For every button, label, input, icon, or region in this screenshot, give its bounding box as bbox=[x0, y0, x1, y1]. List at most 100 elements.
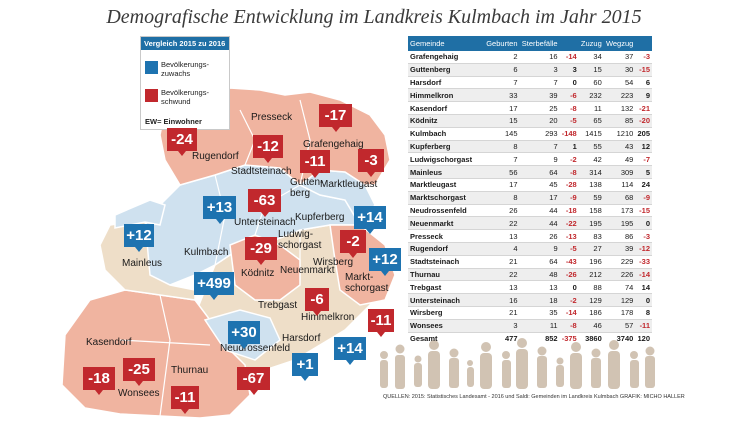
table-row: Neuenmarkt 22 44 -22 195 195 0 bbox=[408, 216, 652, 231]
table-cell: 17 bbox=[484, 178, 520, 192]
table-cell: -18 bbox=[559, 204, 579, 218]
table-cell: 56 bbox=[484, 165, 520, 179]
table-cell: 83 bbox=[578, 229, 604, 243]
table-cell: -2 bbox=[559, 293, 579, 307]
table-cell: -43 bbox=[559, 255, 579, 269]
municipality-name: Presseck bbox=[408, 229, 484, 243]
table-cell: 39 bbox=[519, 88, 560, 103]
table-cell: 26 bbox=[519, 229, 560, 243]
table-cell: 1415 bbox=[578, 127, 604, 141]
table-cell: 60 bbox=[578, 76, 604, 90]
table-cell: 9 bbox=[519, 242, 560, 256]
table-cell: 68 bbox=[603, 191, 636, 205]
municipality-name: Wonsees bbox=[408, 319, 484, 333]
place-label: Grafengehaig bbox=[303, 139, 364, 150]
table-cell: 64 bbox=[519, 255, 560, 269]
table-cell: 114 bbox=[603, 178, 636, 192]
table-cell: 46 bbox=[578, 319, 604, 333]
table-row: Rugendorf 4 9 -5 27 39 -12 bbox=[408, 242, 652, 256]
badge-rugendorf: -24 bbox=[167, 128, 197, 156]
table-row: Untersteinach 16 18 -2 129 129 0 bbox=[408, 293, 652, 307]
municipality-name: Gesamt bbox=[410, 333, 438, 343]
table-cell: 7 bbox=[519, 140, 560, 154]
table-cell: 178 bbox=[603, 306, 636, 320]
table-cell: 129 bbox=[603, 293, 636, 307]
source-note: QUELLEN: 2015: Statistisches Landesamt -… bbox=[383, 394, 685, 400]
place-label: Ködnitz bbox=[241, 268, 275, 279]
badge-guttenberg: -11 bbox=[300, 150, 330, 178]
table-row: Guttenberg 6 3 3 15 30 -15 bbox=[408, 63, 652, 77]
place-label: Presseck bbox=[251, 112, 293, 123]
place-label: Kasendorf bbox=[86, 337, 132, 348]
table-cell: 13 bbox=[484, 280, 520, 295]
table-cell: 13 bbox=[519, 280, 560, 295]
table-cell: -375 bbox=[561, 333, 577, 343]
place-label: Stadtsteinach bbox=[231, 166, 292, 177]
table-cell: 6 bbox=[484, 63, 520, 77]
municipality-name: Marktschorgast bbox=[408, 191, 484, 205]
table-cell: 6 bbox=[635, 76, 652, 90]
column-header: Geburten bbox=[484, 36, 520, 51]
table-row: Presseck 13 26 -13 83 86 -3 bbox=[408, 229, 652, 243]
municipality-name: Kulmbach bbox=[408, 127, 484, 141]
municipality-name: Harsdorf bbox=[408, 76, 484, 90]
place-label: Untersteinach bbox=[234, 217, 296, 228]
municipality-name: Guttenberg bbox=[408, 63, 484, 77]
legend-ew-note: EW= Einwohner bbox=[145, 117, 202, 126]
table-cell: 25 bbox=[519, 101, 560, 115]
municipality-name: Stadtsteinach bbox=[408, 255, 484, 269]
table-cell: 43 bbox=[603, 140, 636, 154]
table-cell: 3740 bbox=[616, 333, 634, 343]
table-row: Wirsberg 21 35 -14 186 178 8 bbox=[408, 306, 652, 320]
table-cell: 309 bbox=[603, 165, 636, 179]
table-cell: -21 bbox=[635, 101, 652, 115]
column-header bbox=[635, 36, 652, 51]
table-cell: -22 bbox=[559, 216, 579, 231]
table-row: Harsdorf 7 7 0 60 54 6 bbox=[408, 76, 652, 90]
table-cell: 13 bbox=[484, 229, 520, 243]
table-row: Trebgast 13 13 0 88 74 14 bbox=[408, 280, 652, 295]
table-cell: 195 bbox=[578, 216, 604, 231]
table-cell: 85 bbox=[603, 114, 636, 128]
table-cell: 0 bbox=[635, 216, 652, 231]
badge-trebgast: +30 bbox=[228, 321, 260, 349]
table-cell: -2 bbox=[559, 152, 579, 167]
table-cell: 24 bbox=[635, 178, 652, 192]
table-row: Kulmbach 145 293 -148 1415 1210 205 bbox=[408, 127, 652, 141]
municipality-name: Neudrossenfeld bbox=[408, 204, 484, 218]
badge-kulmbach: +499 bbox=[194, 272, 234, 300]
table-cell: -8 bbox=[559, 319, 579, 333]
table-cell: 1210 bbox=[603, 127, 636, 141]
table-cell: 17 bbox=[484, 101, 520, 115]
table-cell: 49 bbox=[603, 152, 636, 167]
map-region-mainleus bbox=[114, 199, 166, 229]
municipality-name: Neuenmarkt bbox=[408, 216, 484, 231]
table-cell: 27 bbox=[578, 242, 604, 256]
column-header: Wegzug bbox=[603, 36, 636, 51]
table-cell: 48 bbox=[519, 268, 560, 282]
table-cell: -20 bbox=[635, 114, 652, 128]
table-cell: 7 bbox=[484, 152, 520, 167]
table-cell: 0 bbox=[559, 280, 579, 295]
legend-growth-label: Bevölkerungs-zuwachs bbox=[161, 60, 209, 78]
table-cell: 138 bbox=[578, 178, 604, 192]
table-cell: 65 bbox=[578, 114, 604, 128]
table-cell: 44 bbox=[519, 216, 560, 231]
place-label: Ludwig- schorgast bbox=[278, 229, 322, 251]
table-cell: -26 bbox=[559, 268, 579, 282]
table-cell: 7 bbox=[519, 76, 560, 90]
municipality-name: Ködnitz bbox=[408, 114, 484, 128]
table-cell: 205 bbox=[635, 127, 652, 141]
table-cell: 196 bbox=[578, 255, 604, 269]
table-cell: -9 bbox=[635, 191, 652, 205]
table-cell: -12 bbox=[635, 242, 652, 256]
municipality-name: Untersteinach bbox=[408, 293, 484, 307]
table-total-row: Gesamt 477 852 -375 3860 3740 120 bbox=[408, 332, 652, 344]
column-header: Sterbefälle bbox=[519, 36, 560, 51]
place-label: Neuenmarkt bbox=[280, 265, 335, 276]
table-cell: 195 bbox=[603, 216, 636, 231]
municipality-name: Thurnau bbox=[408, 268, 484, 282]
table-cell: 35 bbox=[519, 306, 560, 320]
table-cell: 8 bbox=[484, 191, 520, 205]
place-label: Gutten- berg bbox=[290, 177, 324, 199]
